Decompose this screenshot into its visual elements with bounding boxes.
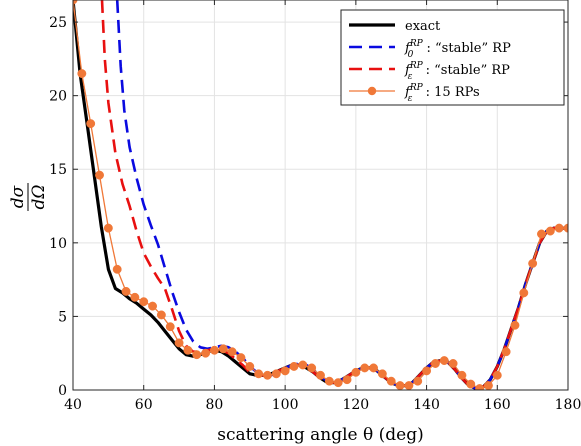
series-point xyxy=(404,381,414,390)
series-point xyxy=(528,258,538,268)
y-tick-label: 15 xyxy=(49,162,67,178)
y-tick-label: 5 xyxy=(58,309,67,325)
series-point xyxy=(95,170,104,180)
series-point xyxy=(174,338,184,348)
series-point xyxy=(519,288,529,298)
legend-entry-2: fRP ε : “stable” RP xyxy=(349,61,510,82)
series-point xyxy=(227,347,237,357)
x-tick-label: 120 xyxy=(342,397,369,413)
x-tick-label: 60 xyxy=(135,397,153,413)
series-point xyxy=(121,286,131,296)
series-point xyxy=(218,344,228,354)
series-point xyxy=(112,264,122,274)
series-group xyxy=(73,0,568,390)
series-point xyxy=(457,370,467,380)
series-point xyxy=(483,381,493,390)
series-point xyxy=(466,379,476,389)
series-point xyxy=(254,369,264,379)
series-point xyxy=(537,229,546,239)
series-point xyxy=(271,369,281,379)
series-point xyxy=(86,119,96,129)
y-tick-label: 20 xyxy=(49,89,67,105)
series-point xyxy=(501,347,511,357)
series-point xyxy=(236,353,246,363)
x-tick-label: 140 xyxy=(413,397,440,413)
legend-label: fRP ε : 15 RPs xyxy=(404,83,480,104)
series-point xyxy=(475,384,485,390)
legend-marker xyxy=(367,86,377,96)
series-point xyxy=(103,223,113,233)
series-point xyxy=(183,345,193,355)
series-point xyxy=(201,348,211,358)
y-axis-label-numerator: dσ xyxy=(8,185,28,208)
series-point xyxy=(413,376,423,386)
series-point xyxy=(333,378,343,388)
series-point xyxy=(395,381,405,390)
legend-entry-3: fRP ε : 15 RPs xyxy=(349,83,480,104)
series-point xyxy=(324,376,334,386)
legend-label: fRP 0 : “stable” RP xyxy=(404,39,511,60)
x-tick-label: 40 xyxy=(64,397,82,413)
series-point xyxy=(439,356,449,366)
x-axis-label: scattering angle θ (deg) xyxy=(217,425,424,445)
series-point xyxy=(298,360,308,370)
series-point xyxy=(245,362,255,371)
y-axis-label: dσ dΩ xyxy=(8,183,49,211)
series-point xyxy=(130,292,140,302)
plot-frame xyxy=(72,0,569,391)
series-point xyxy=(545,226,555,236)
legend-entry-0: exact xyxy=(349,19,441,34)
series-line-1 xyxy=(115,0,568,390)
series-point xyxy=(156,310,166,320)
x-tick-label: 160 xyxy=(484,397,511,413)
x-tick-label: 80 xyxy=(206,397,224,413)
legend-label: exact xyxy=(405,19,441,34)
series-point xyxy=(148,301,158,311)
y-tick-label: 10 xyxy=(49,236,67,252)
series-point xyxy=(209,345,219,355)
series-point xyxy=(448,359,458,368)
series-point xyxy=(430,359,440,368)
series-point xyxy=(492,370,502,380)
y-axis-label-denominator: dΩ xyxy=(29,185,49,210)
series-point xyxy=(289,362,299,371)
series-point xyxy=(377,369,387,379)
series-point xyxy=(369,363,378,373)
series-point xyxy=(280,366,290,376)
series-point xyxy=(77,69,87,79)
series-point xyxy=(351,367,361,377)
series-point xyxy=(165,322,175,332)
legend-label: fRP ε : “stable” RP xyxy=(404,61,510,82)
y-tick-label: 0 xyxy=(58,383,67,399)
ticks xyxy=(72,0,569,391)
y-tick-label: 25 xyxy=(49,15,67,31)
series-point xyxy=(316,370,325,380)
series-point xyxy=(360,363,370,373)
series-point xyxy=(192,350,202,360)
series-point xyxy=(307,363,317,373)
series-point xyxy=(386,376,396,386)
series-point xyxy=(554,223,564,233)
series-point xyxy=(422,366,432,376)
series-point xyxy=(510,320,520,330)
series-point xyxy=(139,297,149,307)
tick-labels: 40 60 80 100 120 140 160 180 0 5 10 15 20 25 xyxy=(49,15,581,413)
x-tick-label: 180 xyxy=(555,397,581,413)
series-point xyxy=(342,375,352,385)
series-point xyxy=(263,370,272,380)
x-tick-label: 100 xyxy=(272,397,299,413)
legend-entry-1: fRP 0 : “stable” RP xyxy=(349,39,511,60)
